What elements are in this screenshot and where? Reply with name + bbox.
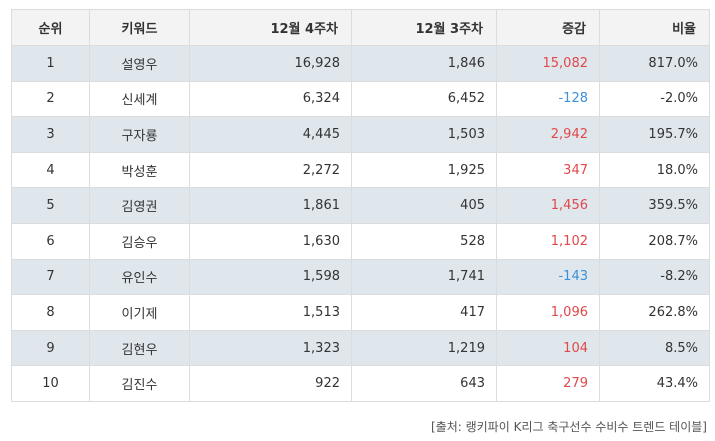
ratio-cell: 262.8% bbox=[599, 294, 710, 331]
table-row: 8 이기제 1,513 417 1,096 262.8% bbox=[11, 294, 710, 331]
rank-cell: 3 bbox=[11, 116, 90, 153]
change-cell: 347 bbox=[496, 151, 600, 189]
rank-cell: 6 bbox=[11, 222, 90, 260]
week4-cell: 4,445 bbox=[189, 116, 352, 153]
rank-cell: 4 bbox=[11, 151, 90, 189]
table-row: 2 신세계 6,324 6,452 -128 -2.0% bbox=[11, 80, 710, 118]
ratio-cell: 208.7% bbox=[599, 222, 710, 260]
change-cell: 1,096 bbox=[496, 294, 600, 331]
keyword-cell: 이기제 bbox=[89, 294, 190, 331]
week4-cell: 1,598 bbox=[189, 258, 352, 296]
week3-cell: 6,452 bbox=[351, 80, 497, 118]
source-caption: [출처: 랭키파이 K리그 축구선수 수비수 트렌드 테이블] bbox=[430, 420, 707, 434]
week3-cell: 528 bbox=[351, 222, 497, 260]
rank-cell: 8 bbox=[11, 294, 90, 331]
change-cell: -143 bbox=[496, 258, 600, 296]
week3-cell: 405 bbox=[351, 187, 497, 224]
change-cell: 1,102 bbox=[496, 222, 600, 260]
header-week4[interactable]: 12월 4주차 bbox=[189, 9, 352, 46]
ratio-cell: 8.5% bbox=[599, 329, 710, 367]
rank-cell: 9 bbox=[11, 329, 90, 367]
table-row: 4 박성훈 2,272 1,925 347 18.0% bbox=[11, 151, 710, 189]
week4-cell: 2,272 bbox=[189, 151, 352, 189]
keyword-cell: 김영권 bbox=[89, 187, 190, 224]
change-cell: 104 bbox=[496, 329, 600, 367]
week4-cell: 16,928 bbox=[189, 45, 352, 82]
week3-cell: 1,741 bbox=[351, 258, 497, 296]
ratio-cell: 359.5% bbox=[599, 187, 710, 224]
table-body: 1 설영우 16,928 1,846 15,082 817.0% 2 신세계 6… bbox=[11, 45, 710, 402]
rank-cell: 5 bbox=[11, 187, 90, 224]
header-ratio[interactable]: 비율 bbox=[599, 9, 710, 46]
keyword-cell: 김현우 bbox=[89, 329, 190, 367]
ratio-cell: -2.0% bbox=[599, 80, 710, 118]
keyword-cell: 김진수 bbox=[89, 365, 190, 402]
ratio-cell: -8.2% bbox=[599, 258, 710, 296]
keyword-cell: 박성훈 bbox=[89, 151, 190, 189]
header-week3[interactable]: 12월 3주차 bbox=[351, 9, 497, 46]
change-cell: 279 bbox=[496, 365, 600, 402]
keyword-cell: 구자룡 bbox=[89, 116, 190, 153]
ratio-cell: 43.4% bbox=[599, 365, 710, 402]
header-rank[interactable]: 순위 bbox=[11, 9, 90, 46]
trend-table: 순위 키워드 12월 4주차 12월 3주차 증감 비율 1 설영우 16,92… bbox=[11, 9, 710, 402]
change-cell: 15,082 bbox=[496, 45, 600, 82]
week4-cell: 1,861 bbox=[189, 187, 352, 224]
change-cell: -128 bbox=[496, 80, 600, 118]
rank-cell: 10 bbox=[11, 365, 90, 402]
week4-cell: 1,323 bbox=[189, 329, 352, 367]
change-cell: 2,942 bbox=[496, 116, 600, 153]
table-row: 3 구자룡 4,445 1,503 2,942 195.7% bbox=[11, 116, 710, 153]
week3-cell: 1,219 bbox=[351, 329, 497, 367]
week3-cell: 1,925 bbox=[351, 151, 497, 189]
table-row: 7 유인수 1,598 1,741 -143 -8.2% bbox=[11, 258, 710, 296]
week4-cell: 1,513 bbox=[189, 294, 352, 331]
week3-cell: 1,503 bbox=[351, 116, 497, 153]
table-row: 1 설영우 16,928 1,846 15,082 817.0% bbox=[11, 45, 710, 82]
week4-cell: 1,630 bbox=[189, 222, 352, 260]
week3-cell: 643 bbox=[351, 365, 497, 402]
table-row: 5 김영권 1,861 405 1,456 359.5% bbox=[11, 187, 710, 224]
table-row: 10 김진수 922 643 279 43.4% bbox=[11, 365, 710, 402]
header-change[interactable]: 증감 bbox=[496, 9, 600, 46]
keyword-cell: 설영우 bbox=[89, 45, 190, 82]
rank-cell: 2 bbox=[11, 80, 90, 118]
rank-cell: 1 bbox=[11, 45, 90, 82]
ratio-cell: 18.0% bbox=[599, 151, 710, 189]
rank-cell: 7 bbox=[11, 258, 90, 296]
change-cell: 1,456 bbox=[496, 187, 600, 224]
keyword-cell: 유인수 bbox=[89, 258, 190, 296]
keyword-cell: 신세계 bbox=[89, 80, 190, 118]
week3-cell: 417 bbox=[351, 294, 497, 331]
table-header-row: 순위 키워드 12월 4주차 12월 3주차 증감 비율 bbox=[11, 9, 710, 46]
table-row: 6 김승우 1,630 528 1,102 208.7% bbox=[11, 222, 710, 260]
week4-cell: 922 bbox=[189, 365, 352, 402]
keyword-cell: 김승우 bbox=[89, 222, 190, 260]
header-keyword[interactable]: 키워드 bbox=[89, 9, 190, 46]
ratio-cell: 817.0% bbox=[599, 45, 710, 82]
week3-cell: 1,846 bbox=[351, 45, 497, 82]
ratio-cell: 195.7% bbox=[599, 116, 710, 153]
week4-cell: 6,324 bbox=[189, 80, 352, 118]
table-row: 9 김현우 1,323 1,219 104 8.5% bbox=[11, 329, 710, 367]
